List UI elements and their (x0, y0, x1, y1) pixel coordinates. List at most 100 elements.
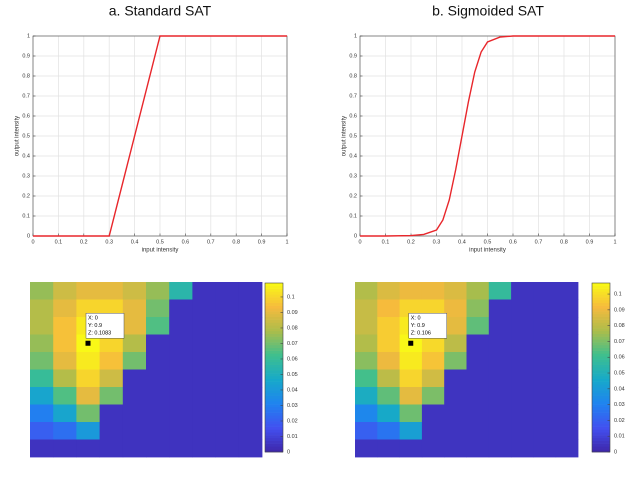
colorbar-segment (592, 325, 610, 329)
colorbar-segment (592, 344, 610, 349)
heatmap-cell (466, 282, 490, 300)
colorbar-segment (265, 308, 283, 312)
x-tick-label: 0.1 (55, 239, 63, 245)
colorbar-segment (265, 406, 283, 411)
colorbar-tick-label: 0 (614, 449, 617, 455)
heatmap-cell (215, 299, 240, 318)
colorbar-segment (265, 291, 283, 295)
heatmap-cell (192, 334, 216, 353)
line-series (33, 35, 287, 237)
heatmap-cell (421, 387, 445, 405)
heatmap-cell (421, 282, 445, 300)
heatmap-cell (238, 282, 263, 300)
datatip-text: X: 0 (411, 316, 421, 322)
heatmap-cell (488, 404, 512, 423)
heatmap-cell (53, 404, 77, 423)
x-axis-label: input intensity (142, 248, 179, 254)
colorbar-tick-label: 0.02 (287, 418, 298, 424)
colorbar-segment (265, 302, 283, 306)
colorbar-segment (592, 316, 610, 320)
colorbar-segment (265, 356, 283, 360)
heatmap-cell (192, 352, 216, 370)
heatmap-cell (488, 387, 512, 405)
heatmap-cell (30, 317, 54, 335)
heatmap-cell (399, 369, 423, 388)
colorbar-segment (592, 429, 610, 433)
colorbar-segment (592, 435, 610, 439)
heatmap-cell (30, 387, 54, 405)
heatmap-cell (215, 404, 240, 423)
heatmap-cell (555, 422, 579, 440)
colorbar-segment (592, 319, 610, 323)
line-series (360, 35, 615, 237)
colorbar-segment (265, 429, 283, 433)
heatmap-cell (399, 299, 423, 318)
colorbar-segment (265, 364, 283, 368)
colorbar-segment (592, 285, 610, 289)
colorbar-tick-label: 0.06 (287, 356, 298, 362)
x-tick-label: 0.9 (586, 239, 594, 245)
colorbar-segment (265, 373, 283, 377)
colorbar-segment (592, 364, 610, 368)
colorbar-segment (592, 347, 610, 351)
colorbar-segment (265, 440, 283, 444)
colorbar-tick-label: 0.05 (614, 370, 625, 376)
y-tick-label: 0 (354, 233, 357, 239)
heatmap-cell (466, 439, 490, 458)
colorbar-tick-label: 0.07 (614, 339, 625, 345)
colorbar-segment (265, 437, 283, 442)
heatmap-cell (533, 317, 557, 335)
heatmap-cell (30, 352, 54, 370)
colorbar-segment (592, 288, 610, 292)
colorbar-segment (592, 409, 610, 413)
colorbar-segment (265, 319, 283, 323)
colorbar-segment (592, 283, 610, 287)
colorbar-segment (592, 333, 610, 337)
heatmap-cell (488, 299, 512, 318)
heatmap-cell (53, 439, 77, 458)
heatmap-cell (377, 334, 400, 353)
colorbar-segment (265, 283, 283, 287)
y-tick-label: 0.3 (349, 173, 357, 179)
heatmap-cell (30, 334, 54, 353)
colorbar-segment (265, 443, 283, 447)
colorbar-segment (592, 381, 610, 385)
heatmap-cell (444, 352, 467, 370)
heatmap-cell (511, 422, 534, 440)
y-tick-label: 0.3 (22, 173, 30, 179)
colorbar-segment (265, 412, 283, 416)
colorbar-segment (592, 336, 610, 340)
y-tick-label: 0.7 (349, 93, 357, 99)
datatip-text: Z: 0.1083 (88, 331, 111, 337)
heatmap-cell (444, 369, 467, 388)
chart-title: a. Standard SAT (109, 3, 212, 19)
colorbar-segment (592, 342, 610, 346)
heatmap-cell (53, 299, 77, 318)
y-tick-label: 0.4 (22, 153, 30, 159)
colorbar-segment (592, 387, 610, 391)
colorbar-segment (592, 437, 610, 442)
heatmap-cell (99, 299, 124, 318)
colorbar-segment (592, 339, 610, 343)
colorbar-segment (265, 325, 283, 329)
heatmap-cell (53, 387, 77, 405)
colorbar-segment (592, 384, 610, 388)
colorbar-segment (265, 350, 283, 354)
colorbar-segment (265, 333, 283, 337)
heatmap-cell (399, 387, 423, 405)
heatmap-cell (399, 404, 423, 423)
colorbar-segment (265, 344, 283, 349)
heatmap-cell (399, 422, 423, 440)
heatmap-cell (421, 439, 445, 458)
heatmap-cell (76, 352, 100, 370)
colorbar-segment (592, 395, 610, 399)
colorbar-segment (592, 361, 610, 365)
colorbar-segment (265, 316, 283, 320)
heatmap-cell (53, 282, 77, 300)
colorbar-segment (592, 328, 610, 332)
heatmap-cell (421, 404, 445, 423)
datatip-box (408, 313, 447, 339)
heatmap-cell (238, 387, 263, 405)
colorbar-segment (265, 336, 283, 340)
heatmap-cell (146, 282, 170, 300)
